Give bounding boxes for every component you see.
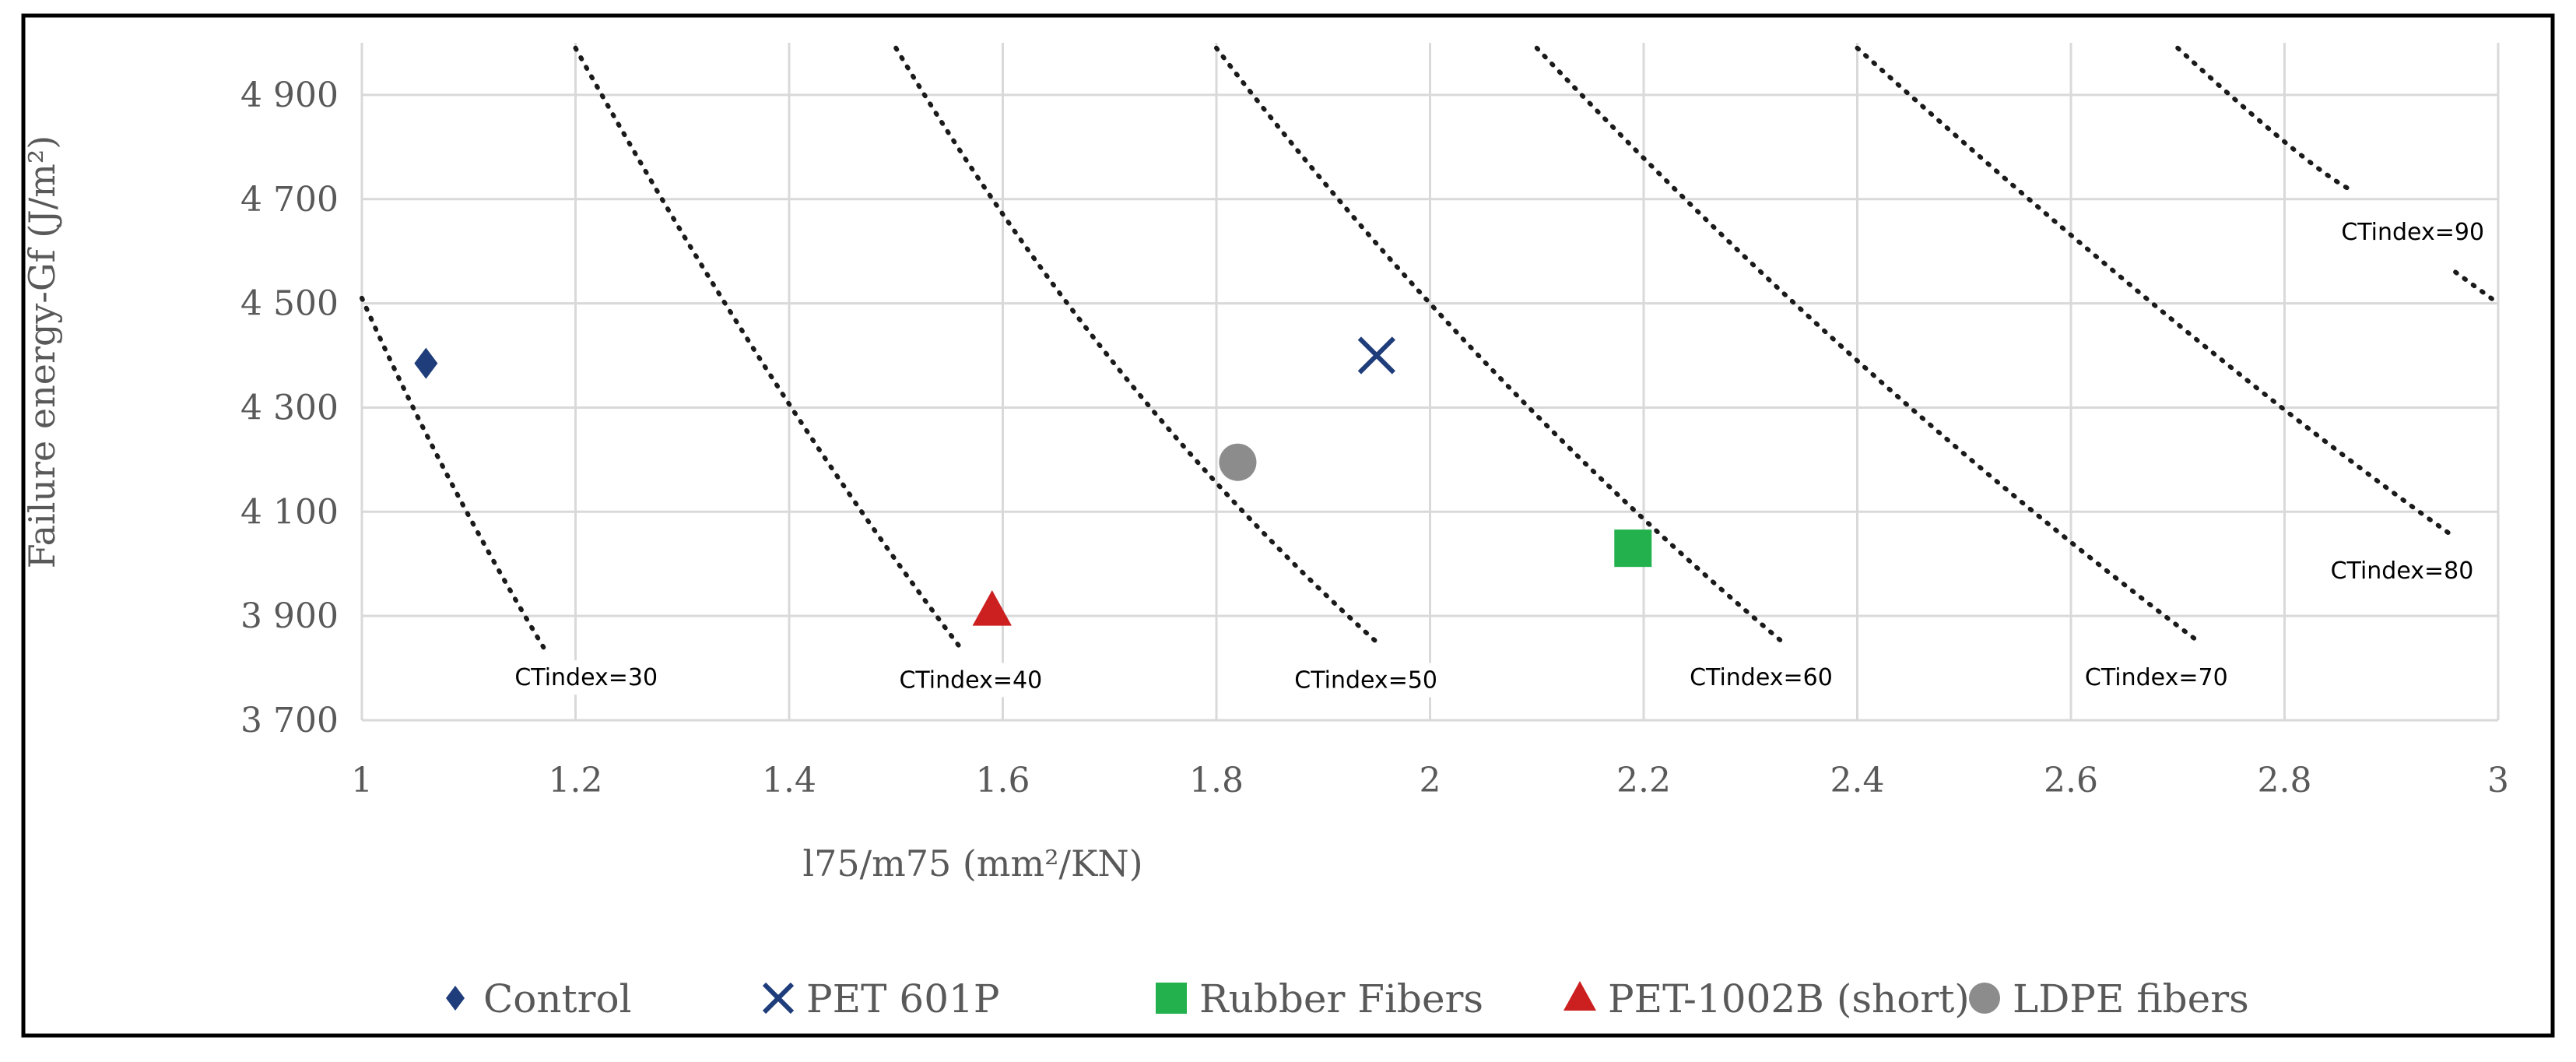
ct-label: CTindex=30 xyxy=(514,664,658,691)
x-tick-label: 1 xyxy=(351,761,373,800)
x-tick-label: 2.2 xyxy=(1616,761,1671,800)
ct-curve xyxy=(893,45,1379,645)
ct-label-bg xyxy=(2322,553,2482,588)
legend-marker-ldpe-fibers xyxy=(1969,983,2000,1014)
legend-marker-pet-601p xyxy=(762,982,795,1015)
legend-marker-pet-1002b-short- xyxy=(1563,981,1596,1011)
ct-label-bg xyxy=(2076,660,2237,695)
ct-label: CTindex=50 xyxy=(1294,667,1437,695)
y-tick-label: 4 300 xyxy=(240,388,339,427)
x-tick-label: 2.4 xyxy=(1830,761,1885,800)
x-tick-label: 1.8 xyxy=(1189,761,1244,800)
x-tick-label: 3 xyxy=(2487,761,2509,800)
grid xyxy=(360,43,2500,722)
ct-curve xyxy=(360,295,546,650)
ct-labels: CTindex=30 CTindex=40 CTindex=50 CTindex=60… xyxy=(506,214,2493,698)
y-tick-label: 4 100 xyxy=(240,492,339,532)
point-rubber-fibers xyxy=(1614,529,1652,568)
ct-label-bg xyxy=(2332,214,2493,249)
legend-marker-rubber-fibers xyxy=(1156,983,1187,1014)
y-tick-label: 4 700 xyxy=(240,180,339,220)
ct-label-bg xyxy=(1286,663,1446,698)
outer-border xyxy=(21,13,2555,1038)
ct-label-bg xyxy=(506,660,666,695)
ct-label: CTindex=40 xyxy=(899,667,1042,695)
ct-curve-90-tail xyxy=(2453,269,2501,306)
y-tick-label: 3 700 xyxy=(240,701,339,740)
ct-curve xyxy=(1855,45,2458,540)
legend-label-pet-1002b-short-: PET-1002B (short) xyxy=(1608,976,1970,1022)
point-pet-601p xyxy=(1357,336,1395,375)
x-tick-label: 1.2 xyxy=(549,761,603,800)
x-tick-label: 1.4 xyxy=(762,761,816,800)
y-tick-label: 3 900 xyxy=(240,596,339,636)
x-tick-label: 1.6 xyxy=(976,761,1030,800)
legend-label-control: Control xyxy=(483,976,632,1022)
ct-label: CTindex=70 xyxy=(2085,664,2228,691)
point-control xyxy=(414,347,438,379)
ct-label-bg xyxy=(890,663,1051,698)
legend-marker-control xyxy=(446,986,465,1011)
data-points xyxy=(414,336,1652,626)
point-pet-601p-stroke-b xyxy=(1357,336,1395,375)
ct-curve xyxy=(1214,45,1785,645)
ct-label: CTindex=60 xyxy=(1690,664,1833,691)
legend-label-rubber-fibers: Rubber Fibers xyxy=(1199,976,1483,1022)
x-tick-label: 2 xyxy=(1420,761,1441,800)
y-tick-label: 4 900 xyxy=(240,76,339,115)
legend-marker-pet-601p-stroke-b xyxy=(762,982,795,1015)
ct-label: CTindex=90 xyxy=(2341,219,2484,246)
x-tick-label: 2.6 xyxy=(2044,761,2098,800)
ct-curves xyxy=(360,45,2501,650)
ct-label: CTindex=80 xyxy=(2331,557,2474,585)
legend: Control PET 601P Rubber Fibers PET-1002B (s… xyxy=(446,976,2249,1022)
x-tick-label: 2.8 xyxy=(2258,761,2312,800)
x-axis-title: l75/m75 (mm²/KN) xyxy=(802,842,1142,884)
ct-curve xyxy=(2175,45,2351,192)
ct-label-bg xyxy=(1681,660,1841,695)
axis-ticks: 1 1.2 1.4 1.6 1.8 2 2.2 2.4 2.6 2.8 3 3 700 3 900 4 1… xyxy=(240,76,2509,800)
point-pet-1002b-short- xyxy=(972,590,1012,626)
point-ldpe-fibers xyxy=(1219,443,1257,481)
y-tick-label: 4 500 xyxy=(240,284,339,324)
y-axis-title: Failure energy-Gf (J/m²) xyxy=(21,135,63,568)
legend-label-ldpe-fibers: LDPE fibers xyxy=(2013,976,2249,1022)
legend-label-pet-601p: PET 601P xyxy=(806,976,999,1022)
ct-curve xyxy=(1534,45,2202,645)
